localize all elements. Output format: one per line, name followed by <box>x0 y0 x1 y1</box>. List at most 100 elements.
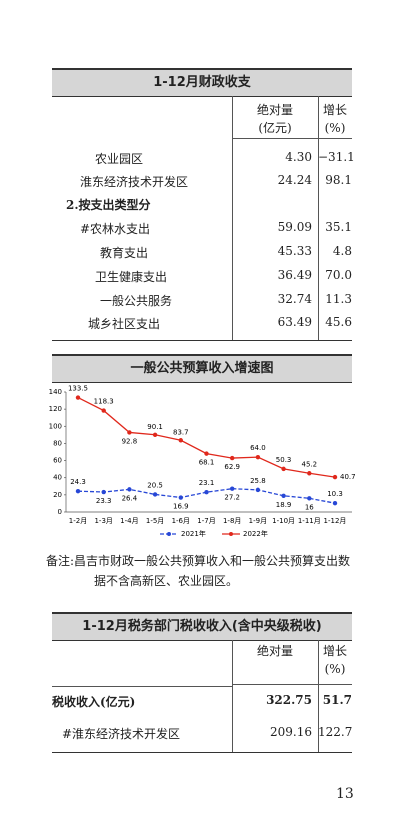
table-cell: 24.24 <box>277 173 312 187</box>
table-cell: 淮东经济技术开发区 <box>80 175 189 189</box>
page-number: 13 <box>336 786 354 802</box>
column-header: 增长(%) <box>322 103 347 135</box>
table-cell: 70.0 <box>325 268 352 282</box>
data-label: 26.4 <box>122 494 138 502</box>
data-label: 68.1 <box>199 459 215 467</box>
data-label: 50.3 <box>276 456 292 464</box>
data-point <box>230 455 235 461</box>
rule <box>318 640 319 752</box>
y-tick-label: 60 <box>53 457 62 465</box>
data-point <box>152 432 158 437</box>
data-label: 16.9 <box>173 503 189 511</box>
x-tick-label: 1-12月 <box>324 517 347 525</box>
table-cell: 税收收入(亿元) <box>52 695 136 709</box>
data-point <box>204 490 209 495</box>
table-cell: 36.49 <box>277 268 312 282</box>
x-tick-label: 1-7月 <box>197 517 215 525</box>
legend-label: 2021年 <box>181 529 206 538</box>
y-tick-label: 80 <box>53 439 62 447</box>
data-label: 23.3 <box>96 497 112 505</box>
table-cell: #农林水支出 <box>80 222 151 236</box>
table-cell: 教育支出 <box>100 246 149 260</box>
data-point <box>204 451 209 456</box>
data-point <box>255 454 261 460</box>
data-label: 45.2 <box>302 460 318 468</box>
data-point <box>127 430 132 435</box>
x-tick-label: 1-3月 <box>94 517 112 525</box>
y-tick-label: 20 <box>53 491 62 499</box>
data-label: 20.5 <box>147 481 163 489</box>
x-tick-label: 1-11月 <box>298 517 321 525</box>
table-cell: 2.按支出类型分 <box>66 198 151 212</box>
data-point <box>178 495 183 500</box>
data-label: 23.1 <box>199 479 215 487</box>
data-label: 90.1 <box>147 423 163 431</box>
data-point <box>307 496 312 501</box>
x-tick-label: 1-5月 <box>146 517 164 525</box>
data-label: 16 <box>305 503 314 511</box>
x-tick-label: 1-9月 <box>249 517 267 525</box>
rule <box>232 96 233 340</box>
legend-marker <box>229 532 233 536</box>
column-header: 绝对量 (亿元) <box>256 103 293 135</box>
rule <box>318 96 319 340</box>
table-cell: −31.1 <box>318 150 355 164</box>
table-cell: 4.30 <box>285 150 312 164</box>
chart: 0 20 40 60 80 100 120 140 1-2月 1-3月 1-4月 1-5月 1-6月 1-… <box>49 385 356 538</box>
table-cell: 63.49 <box>277 315 312 329</box>
data-point <box>230 486 235 491</box>
data-point <box>281 466 286 472</box>
data-point <box>332 474 338 480</box>
data-label: 92.8 <box>122 437 138 445</box>
table-cell: 卫生健康支出 <box>95 270 168 284</box>
table-cell: 城乡社区支出 <box>88 317 161 331</box>
legend-label: 2022年 <box>243 529 268 538</box>
x-tick-label: 1-8月 <box>223 517 241 525</box>
x-tick-label: 1-10月 <box>272 517 295 525</box>
table-title: 1-12月财政收支 <box>52 68 352 97</box>
x-tick-label: 1-6月 <box>172 517 190 525</box>
note: 备注:昌吉市财政一般公共预算收入和一般公共预算支出数据不含高新区、农业园区。 <box>46 554 351 588</box>
data-label: 118.3 <box>94 398 114 406</box>
data-point <box>281 493 286 498</box>
table-cell: 农业园区 <box>95 152 144 166</box>
table-cell: 11.3 <box>325 292 352 306</box>
table-cell: 4.8 <box>332 244 352 258</box>
data-label: 18.9 <box>276 501 292 509</box>
rule <box>232 684 352 685</box>
x-tick-label: 1-4月 <box>120 517 138 525</box>
column-header: 增长 (%) <box>322 644 347 676</box>
y-tick-label: 140 <box>49 388 62 396</box>
data-point <box>101 489 106 495</box>
data-point <box>75 488 81 494</box>
data-point <box>255 487 261 493</box>
data-label: 27.2 <box>224 494 240 502</box>
y-tick-label: 100 <box>49 422 62 430</box>
table-cell: 35.1 <box>325 220 352 234</box>
table-cell: 45.33 <box>277 244 312 258</box>
column-header: 绝对量 <box>256 644 293 658</box>
y-tick-label: 0 <box>58 508 62 516</box>
rule <box>232 640 233 752</box>
rule <box>52 752 352 753</box>
data-point <box>307 471 312 476</box>
data-label: 25.8 <box>250 477 266 485</box>
rule <box>52 340 352 341</box>
x-tick-label: 1-2月 <box>69 517 87 525</box>
y-tick-label: 120 <box>49 405 62 413</box>
data-label: 40.7 <box>340 473 356 481</box>
data-point <box>75 395 81 400</box>
data-point <box>332 500 338 506</box>
data-label: 64.0 <box>250 444 266 452</box>
table-cell: 45.6 <box>325 315 352 329</box>
table-cell: #淮东经济技术开发区 <box>62 727 181 741</box>
data-label: 83.7 <box>173 428 189 436</box>
rule <box>232 138 352 139</box>
data-point <box>101 408 106 413</box>
table-cell: 59.09 <box>277 220 312 234</box>
data-point <box>152 492 158 497</box>
data-label: 62.9 <box>224 463 240 471</box>
chart-title: 一般公共预算收入增速图 <box>52 354 352 383</box>
table-cell: 98.1 <box>325 173 352 187</box>
